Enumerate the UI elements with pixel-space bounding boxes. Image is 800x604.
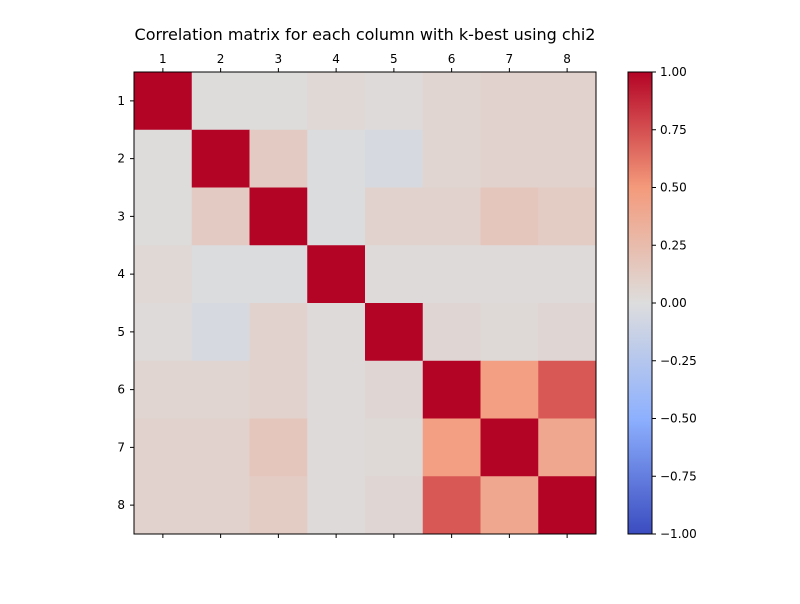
heatmap-cell xyxy=(422,129,481,188)
y-tick-label: 8 xyxy=(117,498,125,512)
heatmap-cell xyxy=(480,476,539,535)
heatmap-cell xyxy=(538,245,597,304)
heatmap-cell xyxy=(480,187,539,246)
colorbar: 1.00 0.75 0.50 0.25 0.00 −0.25 −0.50 −0.75 −1.00 xyxy=(627,65,697,541)
heatmap-cell xyxy=(422,303,481,362)
colorbar-tick-label: 0.25 xyxy=(660,238,687,252)
y-tick-label: 6 xyxy=(117,383,125,397)
heatmap-cell xyxy=(307,187,366,246)
heatmap-cell xyxy=(422,476,481,535)
y-tick-label: 4 xyxy=(117,267,125,281)
x-tick-label: 2 xyxy=(217,52,225,66)
plot-frame xyxy=(133,71,597,535)
heatmap-cell xyxy=(191,418,250,477)
heatmap-cell xyxy=(249,72,308,131)
heatmap-cell xyxy=(134,129,193,188)
heatmap-cell xyxy=(422,245,481,304)
x-tick-label: 8 xyxy=(563,52,571,66)
heatmap-cell xyxy=(365,129,424,188)
y-tick-label: 7 xyxy=(117,440,125,454)
colorbar-tick-label: −0.50 xyxy=(660,412,697,426)
heatmap-cell xyxy=(249,418,308,477)
heatmap-cell xyxy=(249,187,308,246)
heatmap-cell xyxy=(249,476,308,535)
heatmap-cell xyxy=(365,303,424,362)
colorbar-tick-label: −0.25 xyxy=(660,354,697,368)
y-tick-label: 5 xyxy=(117,325,125,339)
heatmap-cell xyxy=(307,303,366,362)
heatmap-cell xyxy=(249,129,308,188)
heatmap-cell xyxy=(307,245,366,304)
heatmap-cell xyxy=(365,360,424,419)
heatmap-cell xyxy=(480,418,539,477)
heatmap-cell xyxy=(307,72,366,131)
heatmap-cell xyxy=(191,303,250,362)
heatmap-cell xyxy=(134,187,193,246)
heatmap-cell xyxy=(538,129,597,188)
heatmap-cell xyxy=(538,360,597,419)
heatmap-cell xyxy=(365,245,424,304)
heatmap-cell xyxy=(134,303,193,362)
heatmap-cell xyxy=(134,360,193,419)
heatmap-cell xyxy=(191,187,250,246)
x-tick-label: 7 xyxy=(506,52,514,66)
heatmap-cell xyxy=(365,418,424,477)
heatmap-cell xyxy=(134,72,193,131)
colorbar-tick-label: 1.00 xyxy=(660,65,687,79)
heatmap-cell xyxy=(191,476,250,535)
heatmap-cell xyxy=(538,418,597,477)
heatmap-cell xyxy=(422,72,481,131)
colorbar-tick-label: 0.50 xyxy=(660,181,687,195)
heatmap-cell xyxy=(480,360,539,419)
heatmap-cell xyxy=(480,245,539,304)
heatmap-cell xyxy=(307,360,366,419)
y-tick-label: 2 xyxy=(117,152,125,166)
heatmap-cell xyxy=(307,129,366,188)
heatmap-cell xyxy=(249,303,308,362)
heatmap-axes: 1 2 3 4 5 6 7 8 1 2 3 4 5 6 7 8 xyxy=(117,52,597,538)
heatmap-cell xyxy=(249,245,308,304)
heatmap-cell xyxy=(307,476,366,535)
heatmap-cell xyxy=(365,72,424,131)
y-tick-label: 3 xyxy=(117,209,125,223)
heatmap-cell xyxy=(422,360,481,419)
heatmap-cell xyxy=(365,187,424,246)
colorbar-tick-label: 0.75 xyxy=(660,123,687,137)
heatmap-cell xyxy=(480,129,539,188)
x-tick-label: 1 xyxy=(159,52,167,66)
heatmap-cell xyxy=(538,303,597,362)
heatmap-cell xyxy=(480,72,539,131)
colorbar-tick-label: 0.00 xyxy=(660,296,687,310)
heatmap-cell xyxy=(422,418,481,477)
heatmap-cell xyxy=(134,245,193,304)
heatmap-cell xyxy=(191,72,250,131)
heatmap-cell xyxy=(538,476,597,535)
heatmap-cell xyxy=(191,245,250,304)
colorbar-tick-label: −1.00 xyxy=(660,527,697,541)
colorbar-gradient xyxy=(627,71,653,535)
heatmap-cell xyxy=(480,303,539,362)
heatmap-cell xyxy=(134,418,193,477)
heatmap-cell xyxy=(191,360,250,419)
heatmap-cell xyxy=(307,418,366,477)
heatmap-cell xyxy=(134,476,193,535)
x-tick-label: 3 xyxy=(275,52,283,66)
heatmap-cell xyxy=(191,129,250,188)
chart-title: Correlation matrix for each column with … xyxy=(135,25,596,44)
heatmap-cell xyxy=(249,360,308,419)
x-tick-label: 5 xyxy=(390,52,398,66)
heatmap-cell xyxy=(365,476,424,535)
heatmap-cell xyxy=(538,187,597,246)
heatmap-cell xyxy=(538,72,597,131)
x-tick-label: 6 xyxy=(448,52,456,66)
y-tick-label: 1 xyxy=(117,94,125,108)
heatmap-cell xyxy=(422,187,481,246)
x-tick-label: 4 xyxy=(332,52,340,66)
colorbar-tick-label: −0.75 xyxy=(660,469,697,483)
heatmap-cells xyxy=(134,72,597,535)
